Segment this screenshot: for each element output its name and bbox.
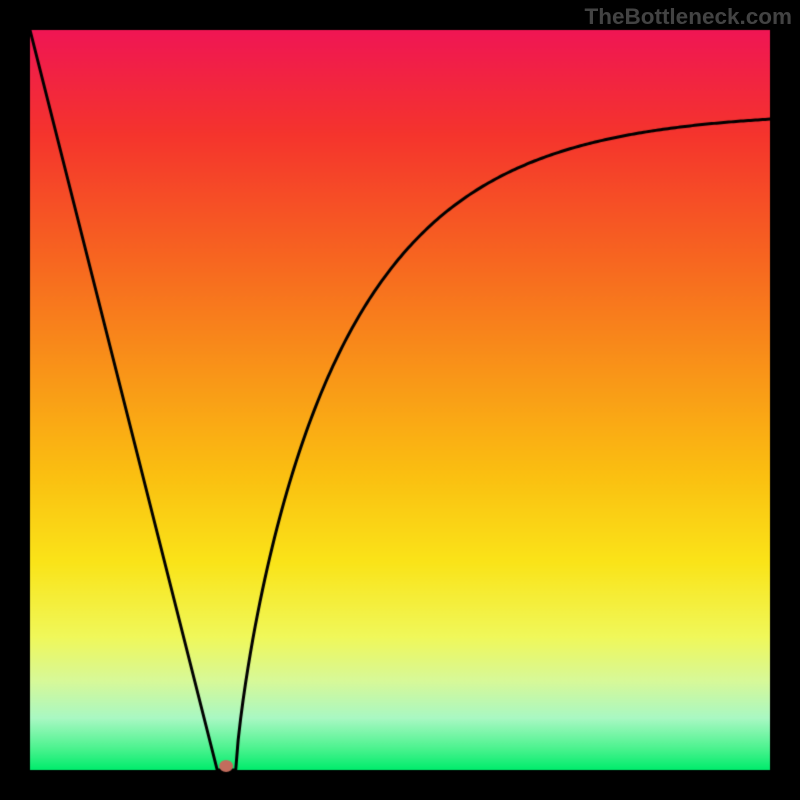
bottleneck-chart-canvas [0, 0, 800, 800]
chart-stage: TheBottleneck.com [0, 0, 800, 800]
watermark-text: TheBottleneck.com [584, 4, 792, 30]
